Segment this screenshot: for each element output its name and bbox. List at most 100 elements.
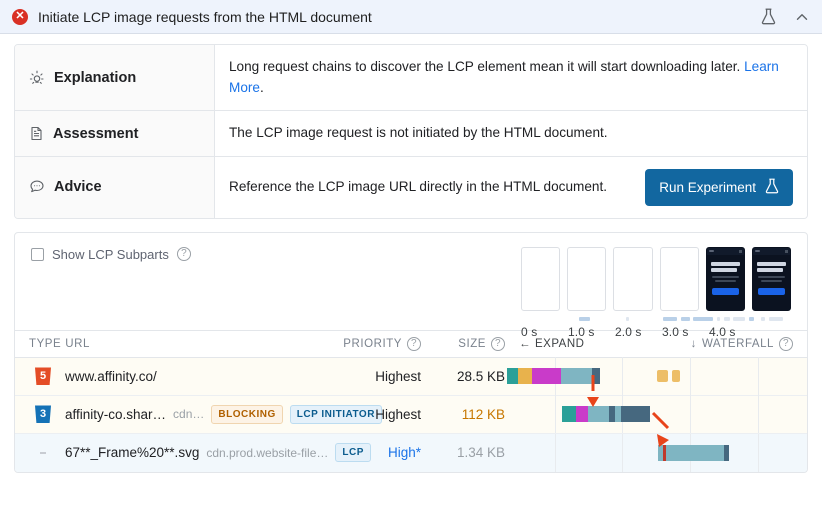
request-url-host: cdn… bbox=[173, 407, 205, 422]
filmstrip-frame[interactable] bbox=[521, 246, 561, 311]
column-header-size-label: SIZE bbox=[458, 337, 486, 350]
request-size: 112 KB bbox=[461, 406, 505, 422]
waterfall-segment-download bbox=[592, 368, 600, 385]
request-url: affinity-co.shar… bbox=[65, 406, 167, 422]
request-url: www.affinity.co/ bbox=[65, 368, 157, 384]
filmstrip-frame[interactable] bbox=[613, 246, 653, 311]
column-header-size[interactable]: SIZE ? bbox=[421, 336, 505, 351]
waterfall-segment-waiting bbox=[588, 406, 609, 423]
column-header-waterfall-label: WATERFALL bbox=[701, 337, 774, 350]
filmstrip-frame[interactable] bbox=[567, 246, 607, 311]
arrow-down-icon: ↓ bbox=[690, 337, 697, 350]
time-label: 2.0 s bbox=[615, 324, 642, 339]
speech-bubble-icon bbox=[29, 179, 45, 195]
status-badge-lcp-initiator: LCP INITIATOR bbox=[289, 404, 382, 424]
waterfall-segment-download bbox=[621, 406, 650, 423]
flask-icon bbox=[765, 178, 779, 197]
dependency-arrow-head bbox=[657, 433, 669, 447]
explanation-label-cell: Explanation bbox=[15, 45, 215, 111]
explanation-text-after: . bbox=[259, 79, 264, 95]
expand-button[interactable]: ← EXPAND bbox=[505, 338, 597, 350]
request-size: 1.34 KB bbox=[456, 445, 505, 461]
request-type-cell: 3 bbox=[15, 405, 61, 424]
filmstrip-frames bbox=[521, 246, 792, 311]
run-experiment-button[interactable]: Run Experiment bbox=[645, 168, 793, 206]
advice-value: Reference the LCP image URL directly in … bbox=[215, 157, 807, 218]
waterfall-segment-download bbox=[724, 444, 729, 461]
question-mark-icon[interactable]: ? bbox=[176, 247, 191, 262]
detail-row-explanation: Explanation Long request chains to disco… bbox=[15, 45, 807, 112]
waterfall-cell[interactable] bbox=[505, 357, 807, 396]
detail-row-assessment: Assessment The LCP image request is not … bbox=[15, 111, 807, 157]
advice-text: Reference the LCP image URL directly in … bbox=[229, 179, 608, 195]
request-url-cell[interactable]: 67**_Frame%20**.svg cdn.prod.website-fil… bbox=[61, 443, 371, 463]
arrow-left-icon: ← bbox=[519, 337, 531, 350]
dependency-arrow-head bbox=[587, 397, 670, 430]
time-label: 4.0 s bbox=[709, 324, 736, 339]
question-mark-icon[interactable]: ? bbox=[491, 336, 505, 351]
chevron-up-icon[interactable] bbox=[792, 7, 812, 27]
learn-more-link[interactable]: Learn More bbox=[229, 59, 779, 95]
advice-label-cell: Advice bbox=[15, 156, 215, 218]
request-url-cell[interactable]: www.affinity.co/ bbox=[61, 369, 313, 384]
waterfall-cell[interactable] bbox=[505, 433, 807, 472]
request-url: 67**_Frame%20**.svg bbox=[65, 445, 200, 461]
filmstrip-frame[interactable] bbox=[751, 246, 792, 311]
status-badge-blocking: BLOCKING bbox=[211, 404, 283, 424]
waterfall-segment-waiting bbox=[561, 368, 592, 385]
waterfall-segment-download bbox=[609, 406, 615, 423]
insight-detail-table: Explanation Long request chains to disco… bbox=[14, 44, 808, 219]
run-experiment-label: Run Experiment bbox=[659, 179, 756, 195]
column-header-priority[interactable]: PRIORITY ? bbox=[313, 336, 421, 351]
explanation-value: Long request chains to discover the LCP … bbox=[215, 45, 807, 110]
column-header-waterfall[interactable]: ↓ WATERFALL ? bbox=[597, 336, 807, 351]
show-lcp-subparts-toggle[interactable]: Show LCP Subparts ? bbox=[31, 247, 191, 262]
network-dependency-tree: Show LCP Subparts ? bbox=[14, 231, 808, 473]
waterfall-lcp-marker bbox=[663, 444, 666, 461]
request-url-cell[interactable]: affinity-co.shar… cdn… BLOCKING LCP INIT… bbox=[61, 404, 382, 424]
request-type-cell: 5 bbox=[15, 367, 61, 386]
waterfall-amber-mark bbox=[657, 370, 668, 383]
time-label: 0 s bbox=[521, 324, 538, 339]
question-mark-icon[interactable]: ? bbox=[779, 336, 793, 351]
filmstrip-frame[interactable] bbox=[659, 246, 699, 311]
image-icon bbox=[40, 451, 46, 454]
time-label: 3.0 s bbox=[662, 324, 689, 339]
lightbulb-icon bbox=[29, 70, 45, 86]
document-icon bbox=[29, 126, 44, 141]
request-priority: High* bbox=[387, 445, 421, 461]
network-toolbar: Show LCP Subparts ? bbox=[15, 233, 807, 339]
column-header-url[interactable]: URL bbox=[65, 337, 90, 350]
assessment-label-cell: Assessment bbox=[15, 111, 215, 156]
waterfall-segment-connect bbox=[576, 406, 588, 423]
filmstrip-tick-blips bbox=[521, 314, 791, 324]
assessment-value: The LCP image request is not initiated b… bbox=[229, 125, 608, 141]
insight-header[interactable]: ✕ Initiate LCP image requests from the H… bbox=[0, 0, 822, 34]
waterfall-cell[interactable] bbox=[505, 395, 807, 434]
show-lcp-subparts-label: Show LCP Subparts bbox=[52, 246, 169, 262]
detail-row-advice: Advice Reference the LCP image URL direc… bbox=[15, 156, 807, 218]
table-row[interactable]: 5 www.affinity.co/ Highest 28.5 KB bbox=[15, 357, 807, 396]
advice-label: Advice bbox=[54, 179, 102, 196]
column-header-type[interactable]: TYPE bbox=[29, 337, 62, 350]
table-row[interactable]: 3 affinity-co.shar… cdn… BLOCKING LCP IN… bbox=[15, 395, 807, 434]
status-badge-lcp: LCP bbox=[335, 443, 371, 463]
table-row[interactable]: 67**_Frame%20**.svg cdn.prod.website-fil… bbox=[15, 433, 807, 472]
css3-icon: 3 bbox=[35, 405, 51, 424]
request-priority: Highest bbox=[375, 406, 421, 422]
request-url-host: cdn.prod.website-file… bbox=[206, 445, 329, 460]
show-lcp-subparts-checkbox[interactable] bbox=[31, 247, 44, 261]
filmstrip-time-labels: 0 s 1.0 s 2.0 s 3.0 s 4.0 s bbox=[521, 325, 791, 339]
waterfall-segment-queueing bbox=[507, 368, 518, 385]
flask-icon[interactable] bbox=[758, 7, 778, 27]
assessment-label: Assessment bbox=[53, 125, 139, 142]
explanation-label: Explanation bbox=[54, 69, 137, 86]
waterfall-segment-dns bbox=[518, 368, 532, 385]
waterfall-segment-connect bbox=[532, 368, 561, 385]
filmstrip-frame[interactable] bbox=[705, 246, 745, 311]
error-circle-icon: ✕ bbox=[12, 8, 28, 25]
waterfall-segment-queueing bbox=[562, 406, 576, 423]
waterfall-segment-waiting bbox=[658, 444, 724, 461]
request-priority: Highest bbox=[375, 368, 421, 384]
question-mark-icon[interactable]: ? bbox=[407, 336, 421, 351]
